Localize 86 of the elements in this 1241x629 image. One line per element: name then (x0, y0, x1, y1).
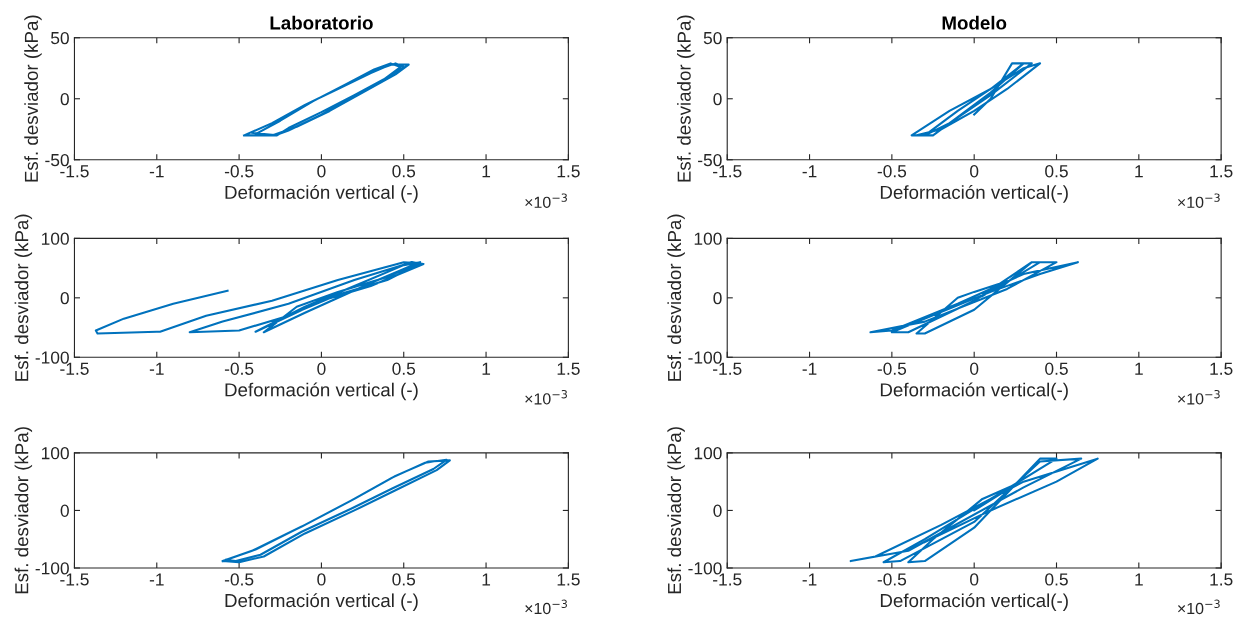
x-tick-label: -1.5 (60, 573, 89, 586)
x-tick-label: 0.5 (392, 362, 416, 375)
chart-title: Laboratorio (270, 15, 373, 30)
x-tick-label: 0 (970, 362, 979, 375)
x-tick-label: -1.5 (713, 165, 742, 178)
x-axis-title: Deformación vertical (-) (225, 382, 418, 401)
line-series (221, 458, 451, 564)
x-axis-title: Deformación vertical (-) (225, 184, 418, 203)
x-tick-label: 1.5 (1210, 362, 1233, 375)
x-tick-label: 1.5 (1210, 165, 1233, 178)
line-series (910, 62, 1042, 137)
line-series (849, 457, 1099, 564)
y-axis-title: Esf. desviador (kPa) (667, 214, 685, 381)
x-tick-label: -0.5 (224, 165, 254, 178)
y-tick-label: 100 (694, 447, 722, 460)
x-tick-label: 0.5 (392, 165, 416, 178)
text: ×10$^{−3}$ (525, 389, 567, 405)
x-tick-label: 1 (1135, 573, 1143, 586)
y-tick-label: -50 (45, 153, 69, 167)
y-tick-label: 100 (41, 232, 69, 245)
line-series (94, 261, 425, 335)
y-tick-label: -100 (688, 351, 722, 364)
x-tick-label: 0 (970, 573, 979, 586)
y-tick-label: 0 (60, 504, 69, 517)
x-tick-label: 0 (970, 165, 979, 178)
y-axis-title: Esf. desviador (kPa) (677, 15, 695, 182)
y-tick-label: -100 (35, 562, 69, 575)
y-axis-title: Esf. desviador (kPa) (14, 214, 33, 381)
chart-title: Modelo (942, 15, 1007, 30)
line-series (869, 261, 1079, 335)
y-tick-label: -100 (35, 351, 69, 364)
x-tick-label: 0.5 (392, 573, 416, 586)
x-tick-label: -0.5 (224, 573, 254, 586)
y-tick-label: 0 (713, 292, 722, 305)
line-series (243, 62, 410, 137)
x-tick-label: -1 (149, 573, 164, 586)
y-tick-label: 0 (713, 92, 722, 106)
y-axis-title: Esf. desviador (kPa) (14, 427, 33, 594)
x-tick-label: -0.5 (224, 362, 254, 375)
x-tick-label: -1 (149, 165, 164, 178)
x-tick-label: -0.5 (877, 165, 907, 178)
y-tick-label: 0 (60, 292, 69, 305)
x-tick-label: 0 (317, 165, 326, 178)
x-tick-label: -0.5 (877, 362, 907, 375)
y-tick-label: 50 (703, 31, 722, 45)
x-tick-label: 1 (1135, 362, 1143, 375)
x-tick-label: -1 (802, 362, 817, 375)
x-tick-label: 0.5 (1045, 362, 1068, 375)
x-tick-label: -1.5 (713, 573, 742, 586)
x-tick-label: 0.5 (1045, 573, 1068, 586)
y-tick-label: -50 (698, 153, 722, 167)
y-tick-label: 0 (60, 92, 69, 106)
x-tick-label: 1 (482, 165, 491, 178)
x-tick-label: -1.5 (60, 165, 89, 178)
text: ×10$^{−3}$ (1178, 193, 1220, 208)
x-tick-label: 1 (1135, 165, 1143, 178)
x-tick-label: 1 (482, 573, 491, 586)
x-tick-label: 0 (317, 573, 326, 586)
x-tick-label: 1.5 (557, 362, 580, 375)
x-axis-title: Deformación vertical(-) (880, 184, 1068, 203)
x-tick-label: 1.5 (1210, 573, 1233, 586)
text: ×10$^{−3}$ (1178, 389, 1220, 405)
x-tick-label: -0.5 (877, 573, 907, 586)
x-tick-label: 0.5 (1045, 165, 1068, 178)
x-tick-label: -1.5 (60, 362, 89, 375)
x-tick-label: -1 (149, 362, 164, 375)
y-tick-label: 0 (713, 504, 722, 517)
y-tick-label: -100 (688, 562, 722, 575)
y-tick-label: 100 (41, 447, 69, 460)
y-tick-label: 50 (50, 31, 69, 45)
y-tick-label: 100 (694, 232, 722, 245)
y-axis-title: Esf. desviador (kPa) (24, 15, 42, 182)
x-tick-label: -1.5 (713, 362, 742, 375)
x-axis-title: Deformación vertical(-) (880, 382, 1068, 401)
text: ×10$^{−3}$ (525, 193, 567, 208)
x-axis-title: Deformación vertical(-) (880, 593, 1068, 611)
text: ×10$^{−3}$ (525, 599, 567, 615)
text: ×10$^{−3}$ (1178, 599, 1220, 615)
x-tick-label: 0 (317, 362, 326, 375)
y-axis-title: Esf. desviador (kPa) (667, 427, 685, 594)
x-tick-label: 1 (482, 362, 491, 375)
x-axis-title: Deformación vertical (-) (225, 593, 418, 611)
x-tick-label: -1 (802, 165, 817, 178)
x-tick-label: 1.5 (557, 165, 580, 178)
x-tick-label: -1 (802, 573, 817, 586)
x-tick-label: 1.5 (557, 573, 580, 586)
